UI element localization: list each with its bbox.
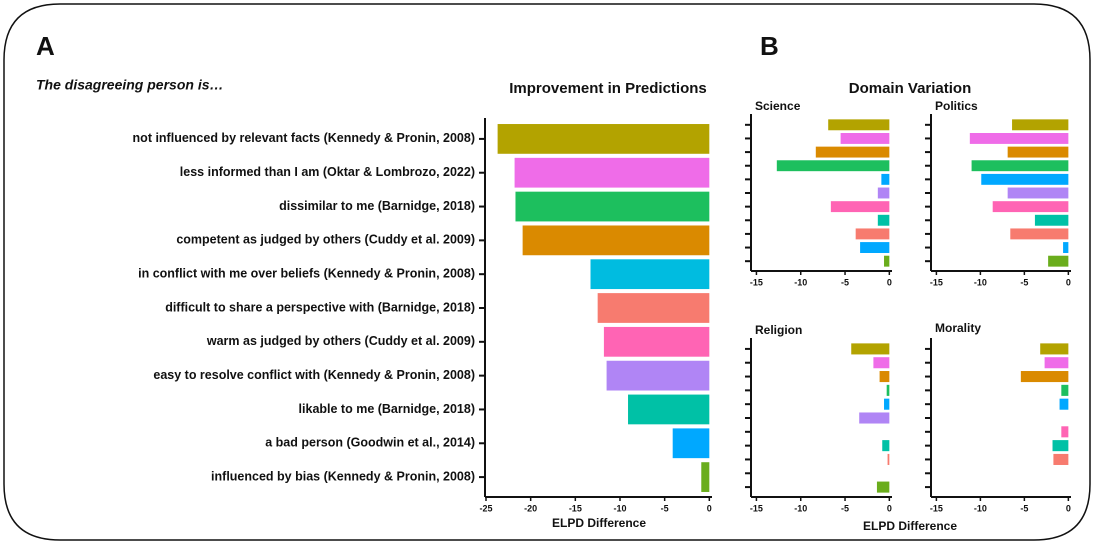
y-tick-label: dissimilar to me (Barnidge, 2018) xyxy=(279,199,475,213)
bar xyxy=(1020,371,1069,383)
x-tick-label: 0 xyxy=(707,503,712,513)
bar xyxy=(884,398,890,410)
bar xyxy=(992,201,1069,213)
bar xyxy=(606,360,710,391)
bar xyxy=(830,201,890,213)
bar xyxy=(877,187,890,199)
y-tick-label: not influenced by relevant facts (Kenned… xyxy=(133,131,475,145)
x-tick-label: -5 xyxy=(661,503,669,513)
bar xyxy=(969,133,1069,144)
prompt: The disagreeing person is… xyxy=(36,77,224,93)
y-tick-label: likable to me (Barnidge, 2018) xyxy=(299,402,475,416)
bar xyxy=(522,225,710,256)
bar xyxy=(776,160,890,172)
bar xyxy=(828,119,890,131)
bar xyxy=(1063,242,1069,253)
bar xyxy=(876,481,890,493)
frame xyxy=(3,3,1091,541)
chart-title: Politics xyxy=(935,99,978,113)
x-tick-label: -20 xyxy=(524,503,537,513)
x-tick-label: 0 xyxy=(1066,503,1071,513)
bar xyxy=(590,259,710,290)
bar xyxy=(881,173,890,185)
x-tick-label: -15 xyxy=(750,277,763,287)
bar xyxy=(879,371,890,383)
chart-title: Improvement in Predictions xyxy=(509,80,707,97)
bar xyxy=(603,326,710,357)
chart-title: Morality xyxy=(935,321,981,335)
bar xyxy=(597,293,710,323)
x-tick-label: -5 xyxy=(841,503,849,513)
panel-label: B xyxy=(760,31,779,61)
bar xyxy=(1044,357,1069,369)
bar xyxy=(815,146,890,158)
bar xyxy=(886,384,890,396)
bar xyxy=(1052,440,1069,452)
x-tick-label: -15 xyxy=(930,277,943,287)
bar xyxy=(497,124,710,154)
y-tick-label: influenced by bias (Kennedy & Pronin, 20… xyxy=(211,469,475,483)
x-tick-label: -15 xyxy=(569,503,582,513)
y-tick-label: in conflict with me over beliefs (Kenned… xyxy=(138,266,475,280)
chart-title: Science xyxy=(755,99,801,113)
x-tick-label: -10 xyxy=(974,277,987,287)
bar xyxy=(877,214,890,226)
bar xyxy=(1061,426,1069,438)
bar xyxy=(884,255,890,267)
x-tick-label: -15 xyxy=(930,503,943,513)
bar xyxy=(860,242,890,253)
bar xyxy=(981,173,1069,185)
bar xyxy=(1007,187,1069,199)
bar xyxy=(1034,214,1069,226)
bar xyxy=(1053,453,1069,465)
bar xyxy=(851,343,890,355)
bar xyxy=(1040,343,1069,355)
y-tick-label: competent as judged by others (Cuddy et … xyxy=(176,233,475,247)
x-tick-label: 0 xyxy=(1066,277,1071,287)
y-tick-label: difficult to share a perspective with (B… xyxy=(165,300,475,314)
y-tick-label: warm as judged by others (Cuddy et al. 2… xyxy=(206,334,475,348)
panel-label: A xyxy=(36,31,55,61)
domain-title: Domain Variation xyxy=(849,80,972,97)
bar xyxy=(1059,398,1069,410)
bar xyxy=(1048,255,1069,267)
bar xyxy=(855,228,890,240)
bar xyxy=(840,133,890,144)
y-tick-label: less informed than I am (Oktar & Lombroz… xyxy=(180,165,475,179)
x-tick-label: -15 xyxy=(750,503,763,513)
bar xyxy=(672,428,710,459)
bar xyxy=(1012,119,1069,131)
x-tick-label: -10 xyxy=(794,503,807,513)
x-tick-label: 0 xyxy=(887,277,892,287)
x-tick-label: -5 xyxy=(1020,277,1028,287)
chart-title: Religion xyxy=(755,323,802,337)
x-tick-label: -10 xyxy=(613,503,626,513)
bar xyxy=(873,357,890,369)
bar xyxy=(701,462,710,492)
x-tick-label: 0 xyxy=(887,503,892,513)
bar xyxy=(971,160,1069,172)
bar xyxy=(514,157,710,188)
bar xyxy=(859,412,890,424)
x-tick-label: -5 xyxy=(1020,503,1028,513)
bar xyxy=(887,453,890,465)
x-tick-label: -25 xyxy=(479,503,492,513)
bar xyxy=(1007,146,1069,158)
x-tick-label: -10 xyxy=(794,277,807,287)
y-tick-label: a bad person (Goodwin et al., 2014) xyxy=(265,436,475,450)
y-tick-label: easy to resolve conflict with (Kennedy &… xyxy=(153,368,475,382)
x-tick-label: -10 xyxy=(974,503,987,513)
bar xyxy=(1061,384,1069,396)
bar xyxy=(628,394,710,425)
bar xyxy=(882,440,890,452)
x-tick-label: -5 xyxy=(841,277,849,287)
bar xyxy=(515,191,710,222)
x-axis-title: ELPD Difference xyxy=(863,519,957,533)
bar xyxy=(1010,228,1069,240)
x-axis-title: ELPD Difference xyxy=(552,516,646,530)
